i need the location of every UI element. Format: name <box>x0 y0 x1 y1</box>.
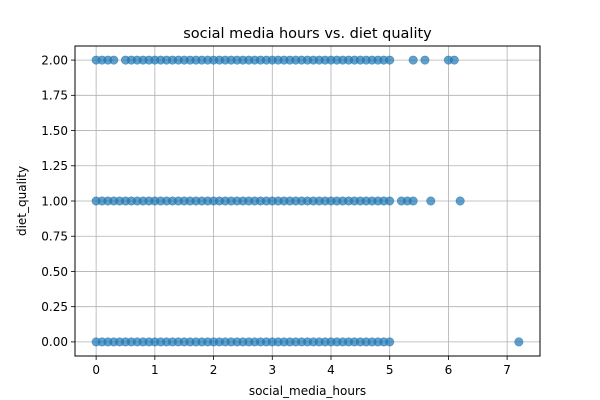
y-tick-label: 1.25 <box>41 159 68 173</box>
y-tick-label: 0.25 <box>41 300 68 314</box>
y-tick-label: 2.00 <box>41 53 68 67</box>
data-point <box>408 55 418 65</box>
x-tick-label: 1 <box>151 363 159 377</box>
x-axis-ticks: 0 1 2 3 4 5 6 7 <box>92 356 511 377</box>
x-tick-label: 4 <box>327 363 335 377</box>
data-point <box>426 196 436 206</box>
x-axis-label: social_media_hours <box>249 384 366 398</box>
y-axis-label: diet_quality <box>15 166 29 236</box>
x-tick-label: 5 <box>386 363 394 377</box>
y-tick-label: 1.50 <box>41 124 68 138</box>
data-point <box>420 55 430 65</box>
data-point <box>514 337 524 347</box>
y-tick-label: 0.50 <box>41 265 68 279</box>
data-point <box>385 55 395 65</box>
data-points <box>91 55 524 347</box>
data-point <box>455 196 465 206</box>
x-tick-label: 2 <box>210 363 218 377</box>
x-tick-label: 6 <box>445 363 453 377</box>
chart-title: social media hours vs. diet quality <box>183 26 432 42</box>
data-point <box>449 55 459 65</box>
data-point <box>109 55 119 65</box>
y-tick-label: 0.75 <box>41 230 68 244</box>
data-point <box>385 337 395 347</box>
x-tick-label: 0 <box>92 363 100 377</box>
y-axis-ticks: 0.00 0.25 0.50 0.75 1.00 1.25 1.50 1.75 2.00 <box>41 53 75 349</box>
y-tick-label: 1.75 <box>41 89 68 103</box>
x-tick-label: 7 <box>503 363 511 377</box>
data-point <box>385 196 395 206</box>
x-tick-label: 3 <box>268 363 276 377</box>
y-tick-label: 1.00 <box>41 194 68 208</box>
y-tick-label: 0.00 <box>41 335 68 349</box>
data-point <box>408 196 418 206</box>
